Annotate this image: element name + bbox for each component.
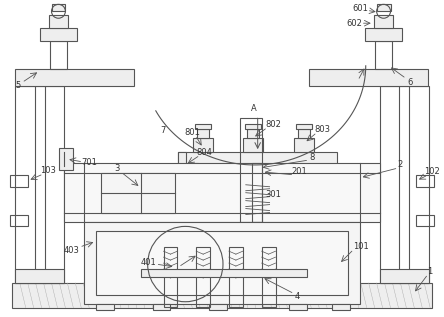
Bar: [40, 28, 77, 41]
Text: 101: 101: [353, 242, 369, 251]
Text: 201: 201: [291, 167, 307, 176]
Bar: [101, 173, 175, 212]
Bar: [229, 247, 243, 307]
Bar: [197, 129, 209, 138]
Bar: [193, 138, 213, 152]
Text: 802: 802: [266, 120, 281, 129]
Bar: [163, 247, 178, 307]
Bar: [64, 163, 380, 223]
Bar: [243, 138, 263, 152]
Bar: [245, 124, 261, 129]
Bar: [15, 69, 134, 86]
Bar: [365, 28, 402, 41]
Bar: [240, 118, 262, 223]
Text: 5: 5: [15, 81, 20, 90]
Bar: [195, 124, 211, 129]
Text: 403: 403: [63, 246, 79, 255]
Text: 1: 1: [428, 267, 433, 275]
Bar: [52, 4, 65, 11]
Bar: [416, 215, 434, 226]
Bar: [15, 86, 64, 283]
Bar: [50, 41, 67, 69]
Bar: [209, 304, 227, 310]
Text: 2: 2: [398, 160, 403, 170]
Bar: [48, 15, 68, 28]
Bar: [247, 129, 259, 138]
Text: 803: 803: [314, 125, 330, 134]
Bar: [15, 269, 64, 283]
Bar: [298, 129, 310, 138]
Bar: [141, 269, 307, 277]
Bar: [416, 175, 434, 187]
Text: 601: 601: [353, 4, 369, 13]
Bar: [84, 223, 360, 304]
Text: 6: 6: [408, 78, 413, 87]
Text: 301: 301: [266, 190, 281, 199]
Bar: [252, 163, 262, 223]
Text: 4: 4: [295, 292, 300, 301]
Bar: [96, 231, 348, 295]
Bar: [380, 269, 429, 283]
Bar: [262, 247, 276, 307]
Text: 801: 801: [184, 128, 200, 137]
Bar: [296, 124, 312, 129]
Bar: [59, 148, 73, 170]
Bar: [375, 41, 392, 69]
Bar: [332, 304, 350, 310]
Bar: [96, 304, 114, 310]
Bar: [153, 304, 170, 310]
Bar: [178, 163, 198, 171]
Text: 804: 804: [196, 147, 212, 157]
Bar: [309, 69, 428, 86]
Text: 102: 102: [424, 167, 440, 176]
Bar: [380, 86, 429, 283]
Text: 8: 8: [309, 152, 315, 162]
Bar: [178, 152, 186, 174]
Bar: [377, 4, 391, 11]
Bar: [294, 138, 314, 152]
Text: 7: 7: [160, 126, 165, 135]
Bar: [374, 15, 393, 28]
Bar: [12, 283, 432, 308]
Text: 701: 701: [81, 158, 97, 167]
Text: 602: 602: [346, 19, 362, 28]
Bar: [10, 215, 28, 226]
Bar: [178, 152, 337, 166]
Text: 103: 103: [40, 166, 56, 175]
Bar: [196, 247, 210, 307]
Text: 401: 401: [141, 258, 157, 267]
Bar: [289, 304, 307, 310]
Bar: [10, 175, 28, 187]
Text: 3: 3: [114, 165, 119, 173]
Text: A: A: [251, 104, 257, 113]
